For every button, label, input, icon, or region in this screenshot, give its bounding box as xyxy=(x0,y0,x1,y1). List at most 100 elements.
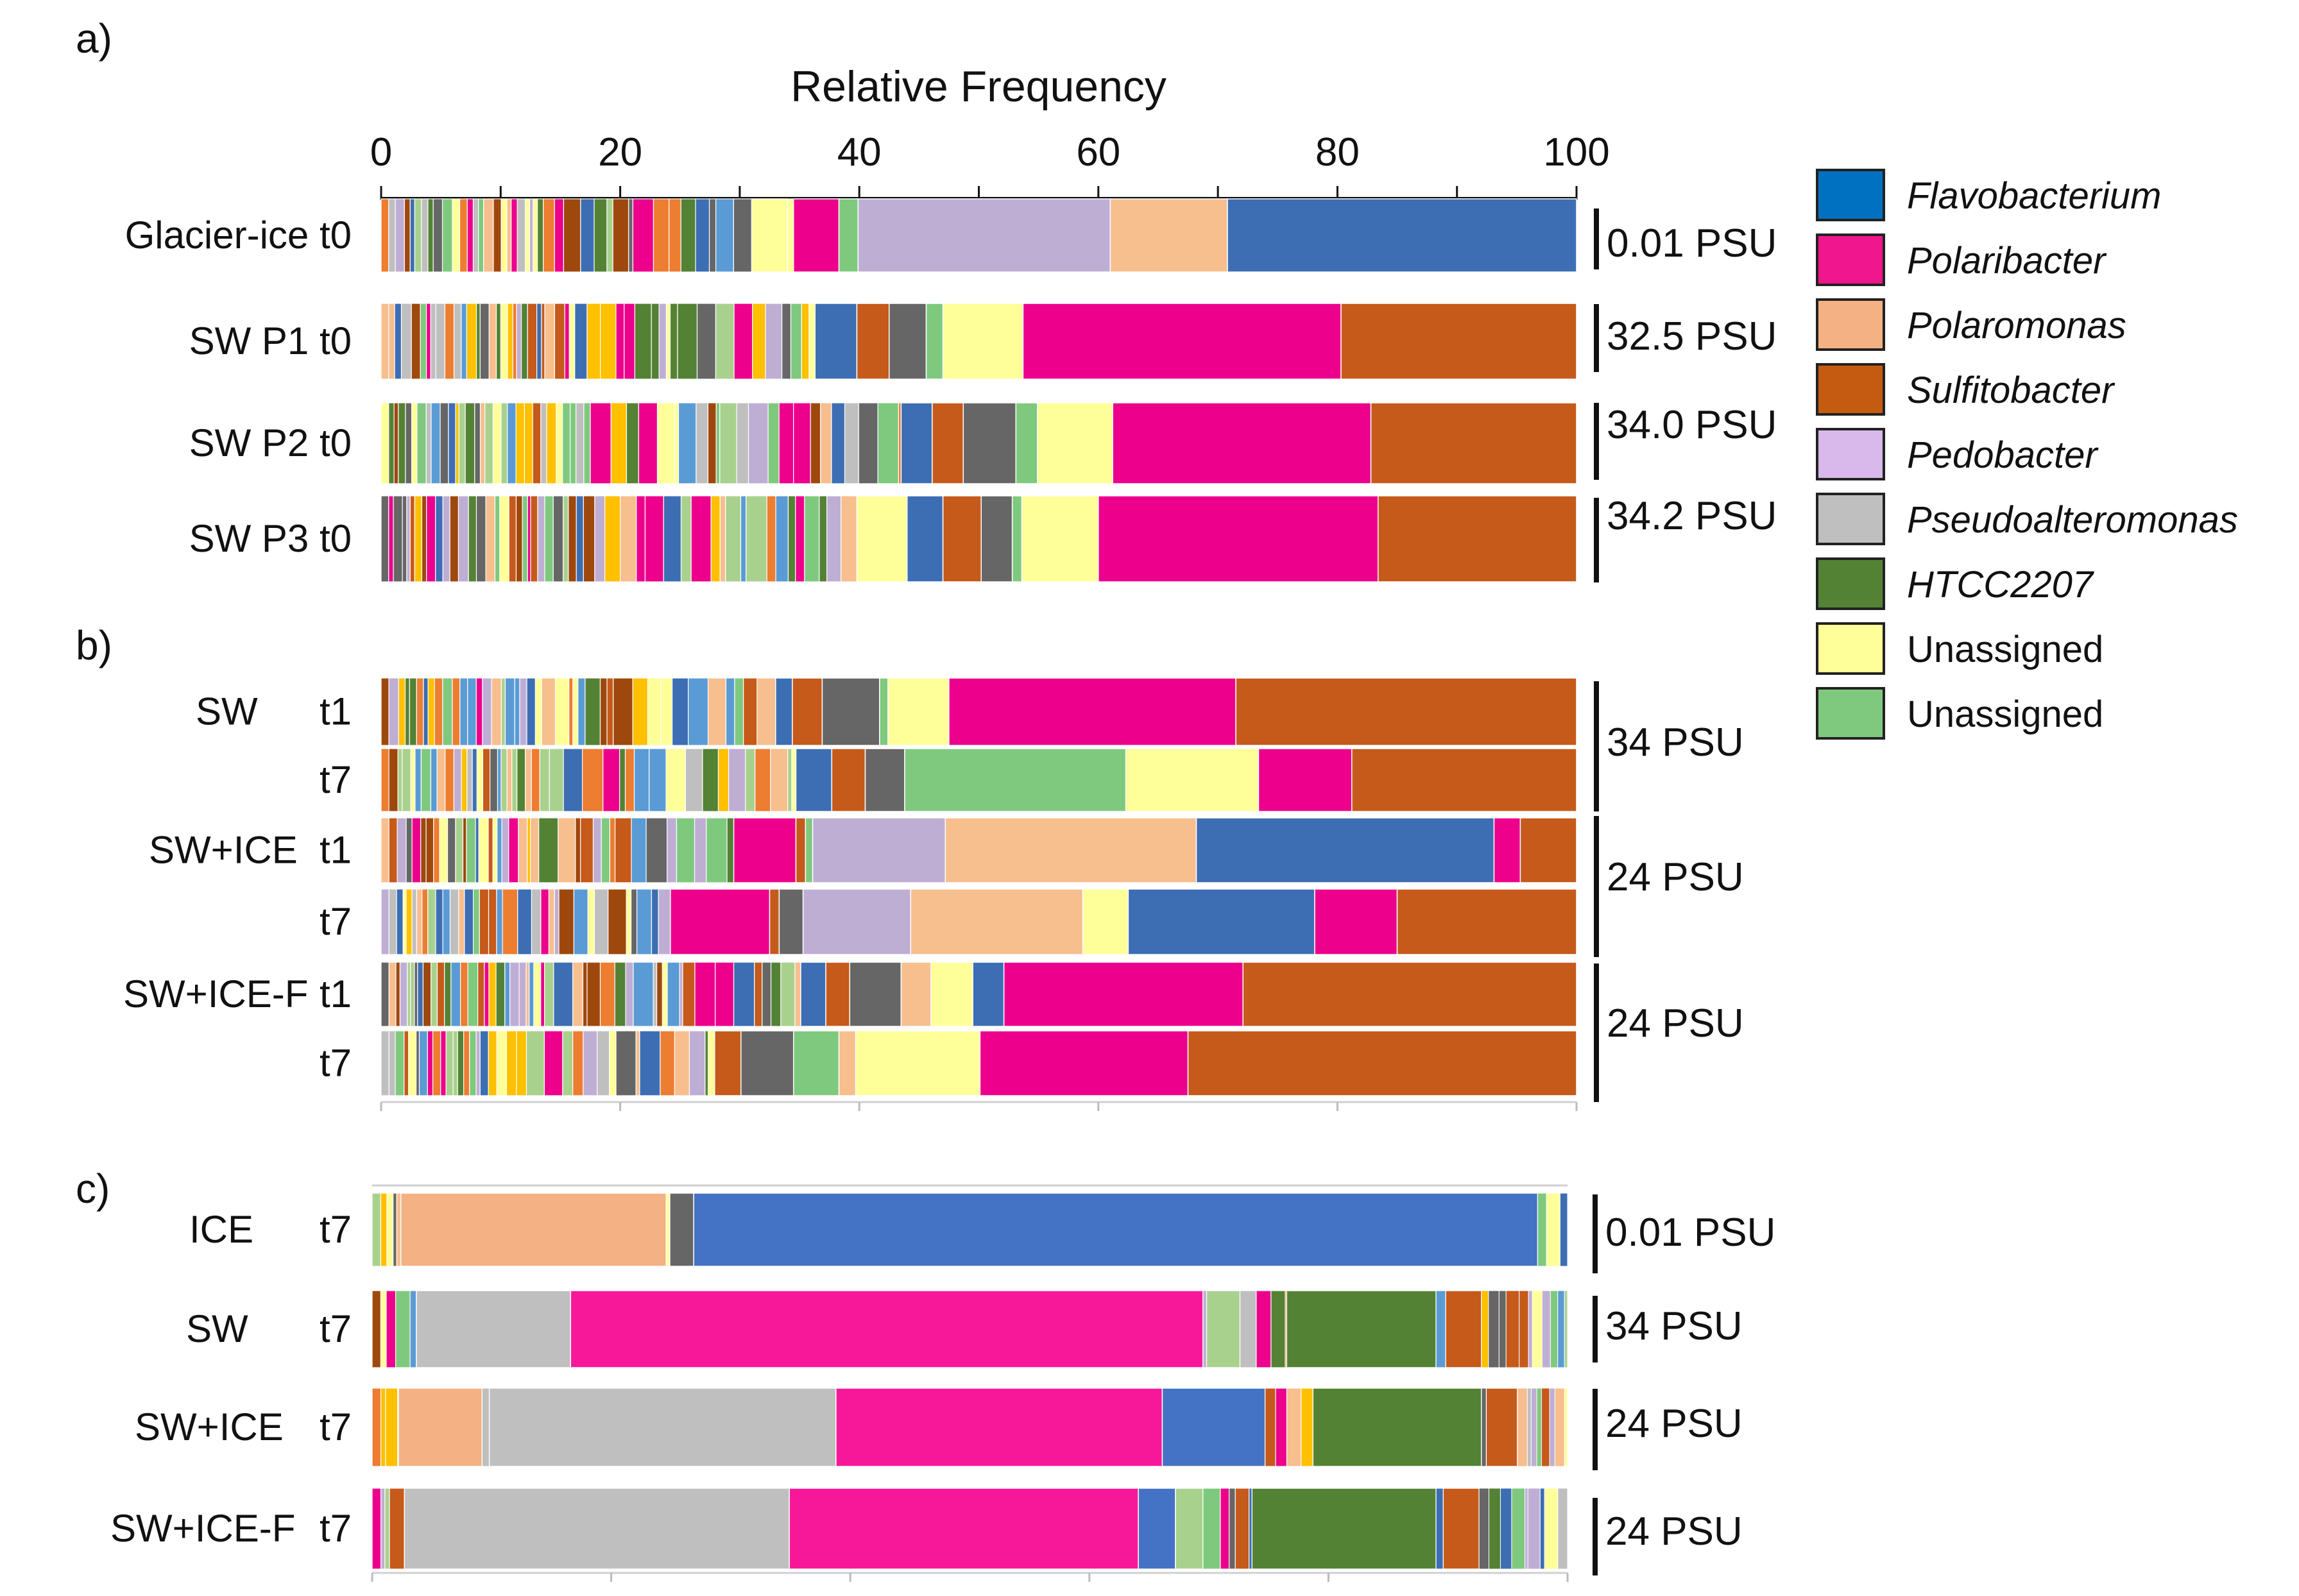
bar-segment-other xyxy=(669,1193,694,1267)
bar-segment-minor xyxy=(393,495,403,582)
bar-segment-minor xyxy=(651,303,660,380)
bar-segment-other xyxy=(864,748,905,812)
legend-item: Pedobacter xyxy=(1816,428,2099,480)
bar-segment-minor xyxy=(552,495,564,582)
stacked-bar xyxy=(380,817,1577,883)
legend-item: Sulfitobacter xyxy=(1816,363,2115,416)
stacked-bar xyxy=(372,1488,1568,1570)
bar-segment-minor xyxy=(416,402,427,484)
bar-segment-minor xyxy=(1559,1193,1568,1267)
stacked-bar xyxy=(380,198,1577,273)
bar-segment-unassigned xyxy=(855,1030,981,1096)
row-time-label: t7 xyxy=(320,900,352,943)
bar-segment-minor xyxy=(475,495,486,582)
bar-segment-minor xyxy=(414,198,422,273)
bar-segment-flavobacterium xyxy=(1127,888,1315,955)
bar-segment-minor xyxy=(1202,1290,1207,1368)
bar-segment-minor xyxy=(778,402,794,484)
bar-segment-minor xyxy=(420,748,432,812)
bar-segment-minor xyxy=(572,962,584,1027)
bar-segment-minor xyxy=(1539,1488,1545,1570)
legend-item: Flavobacterium xyxy=(1816,169,2161,221)
bar-segment-minor xyxy=(398,677,406,746)
bar-segment-minor xyxy=(564,303,570,380)
bar-segment-minor xyxy=(665,748,686,812)
bar-segment-minor xyxy=(440,1030,447,1096)
bar-segment-minor xyxy=(500,303,508,380)
bar-segment-pseudoalteromonas xyxy=(404,1488,790,1570)
bar-segment-minor xyxy=(517,198,526,273)
bar-segment-minor xyxy=(409,198,416,273)
bar-segment-minor xyxy=(421,495,427,582)
bar-segment-minor xyxy=(479,402,486,484)
bar-segment-minor xyxy=(746,495,767,582)
legend-label: HTCC2207 xyxy=(1907,564,2095,606)
bar-segment-minor xyxy=(517,888,533,955)
bar-segment-minor xyxy=(380,748,389,812)
bar-segment-minor xyxy=(380,402,389,484)
bar-segment-minor xyxy=(770,962,782,1027)
bar-segment-minor xyxy=(448,402,456,484)
bar-segment-minor xyxy=(1239,1290,1257,1368)
bar-segment-minor xyxy=(435,303,445,380)
bar-segment-minor xyxy=(615,303,625,380)
bar-segment-minor xyxy=(499,495,509,582)
bar-segment-minor xyxy=(541,303,545,380)
salinity-label: 34.2 PSU xyxy=(1607,494,1777,538)
bar-segment-minor xyxy=(756,677,776,746)
x-tick-label: 40 xyxy=(837,130,882,174)
row-time-label: t1 xyxy=(320,690,352,733)
bar-segment-minor xyxy=(582,962,588,1027)
bar-segment-polaribacter xyxy=(1112,402,1372,484)
bar-segment-minor xyxy=(420,303,427,380)
bar-segment-minor xyxy=(1546,1193,1560,1267)
bar-segment-minor xyxy=(500,402,508,484)
bar-segment-minor xyxy=(484,962,490,1027)
bar-segment-minor xyxy=(858,402,878,484)
bar-segment-minor xyxy=(791,748,797,812)
bar-segment-minor xyxy=(445,1030,454,1096)
bar-segment-minor xyxy=(452,1030,458,1096)
bar-segment-minor xyxy=(1528,1290,1533,1368)
bar-segment-minor xyxy=(1481,1290,1489,1368)
bar-segment-minor xyxy=(592,817,602,883)
bar-segment-other xyxy=(962,402,1017,484)
bar-segment-minor xyxy=(495,962,506,1027)
bar-segment-minor xyxy=(410,962,415,1027)
bar-segment-minor xyxy=(568,495,577,582)
bar-segment-minor xyxy=(518,817,528,883)
bar-segment-minor xyxy=(427,677,435,746)
bar-segment-minor xyxy=(755,748,771,812)
stacked-bar xyxy=(372,1388,1568,1467)
bar-segment-minor xyxy=(397,748,403,812)
bar-segment-unassigned-green- xyxy=(1011,495,1023,582)
bar-segment-polaribacter xyxy=(1493,817,1521,883)
bar-segment-minor xyxy=(526,1030,545,1096)
salinity-bracket xyxy=(1594,681,1599,811)
legend-swatch xyxy=(1816,557,1885,610)
bar-segment-minor xyxy=(612,198,629,273)
bar-segment-minor xyxy=(402,748,411,812)
bar-segment-minor xyxy=(396,1193,402,1267)
bar-segment-minor xyxy=(431,402,441,484)
legend-label: Pseudoalteromonas xyxy=(1907,499,2238,541)
bar-segment-polaribacter xyxy=(570,1290,1204,1368)
bar-segment-minor xyxy=(416,677,424,746)
bar-segment-flavobacterium xyxy=(900,402,933,484)
bar-segment-minor xyxy=(435,888,443,955)
bar-segment-minor xyxy=(680,198,696,273)
bar-segment-minor xyxy=(372,1488,382,1570)
bar-segment-minor xyxy=(372,1388,382,1467)
salinity-bracket xyxy=(1594,208,1599,269)
bar-segment-minor xyxy=(1564,1290,1568,1368)
bar-segment-minor xyxy=(475,677,483,746)
bar-segment-minor xyxy=(543,1030,563,1096)
salinity-bracket xyxy=(1593,1389,1598,1470)
bar-segment-minor xyxy=(516,1030,527,1096)
bar-segment-unassigned-green- xyxy=(838,198,859,273)
bar-segment-sulfitobacter xyxy=(831,748,866,812)
x-tick-label: 20 xyxy=(598,130,642,174)
bar-segment-minor xyxy=(546,402,557,484)
bar-segment-minor xyxy=(518,962,527,1027)
row-label: ICE xyxy=(189,1208,253,1251)
